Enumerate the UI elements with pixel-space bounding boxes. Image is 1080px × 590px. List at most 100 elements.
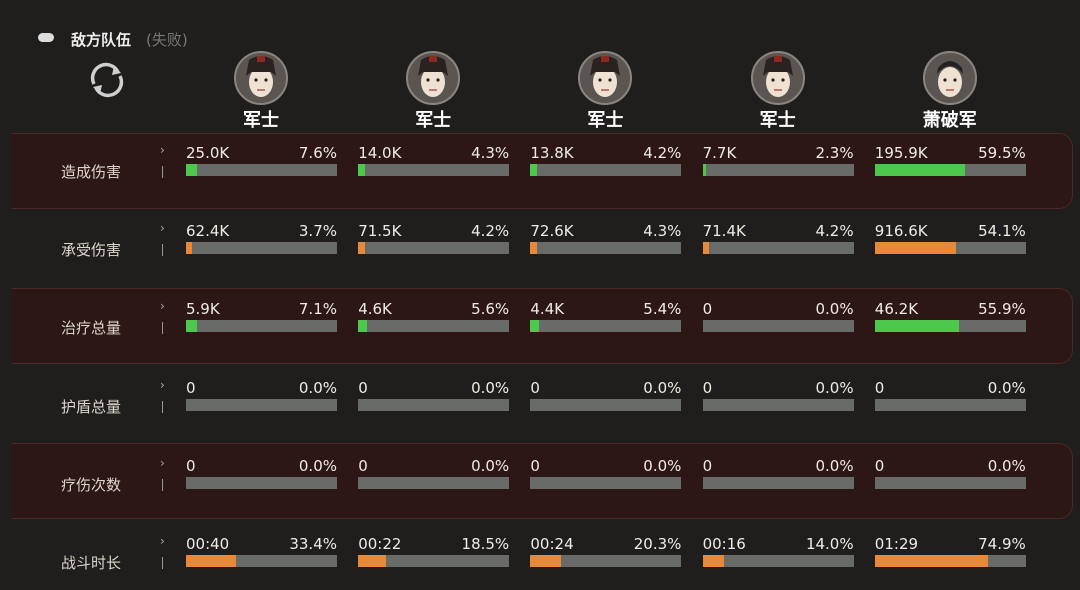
cell-value: 916.6K (874, 222, 928, 241)
bar-track (186, 164, 337, 176)
bar-fill (358, 164, 365, 176)
row-chevron: › (160, 299, 165, 314)
column-name: 军士 (415, 110, 452, 131)
row-label: 承受伤害 (61, 241, 122, 260)
bar-track (186, 476, 337, 489)
bar-fill (874, 164, 965, 176)
cell-value: 01:29 (874, 535, 919, 553)
cell-percent: 0.0% (643, 378, 682, 397)
bar-track (530, 555, 682, 567)
bar-track (358, 555, 510, 567)
bar-track (530, 164, 682, 176)
cell-percent: 4.2% (815, 222, 854, 241)
cell-percent: 0.0% (987, 378, 1026, 397)
row-divider (162, 244, 163, 257)
cell-percent: 14.0% (805, 535, 854, 553)
row-label: 治疗总量 (61, 319, 122, 338)
toggle-icon[interactable] (38, 33, 54, 42)
bar-track (186, 398, 337, 411)
bar-fill (358, 320, 367, 333)
header-status: (失败) (146, 31, 188, 49)
row-divider (162, 400, 163, 413)
cell-percent: 0.0% (815, 378, 854, 397)
bar-fill (358, 242, 365, 255)
column-name: 军士 (759, 110, 796, 131)
cell-value: 00:22 (358, 535, 402, 553)
cell-value: 0 (874, 456, 885, 475)
bar-fill (186, 320, 197, 333)
bar-fill (874, 320, 960, 333)
bar-fill (186, 242, 192, 255)
cell-value: 4.6K (358, 300, 392, 319)
cell-percent: 5.4% (643, 300, 682, 319)
cell-value: 62.4K (186, 222, 230, 241)
bar-fill (702, 164, 707, 176)
cell-value: 0 (186, 456, 196, 475)
cell-percent: 33.4% (289, 535, 337, 553)
bar-track (358, 164, 510, 176)
bar-fill (874, 555, 988, 567)
cell-percent: 5.6% (471, 300, 510, 319)
bar-track (874, 320, 1026, 333)
cell-percent: 0.0% (815, 300, 854, 319)
row-divider (162, 557, 163, 569)
bar-fill (530, 242, 537, 255)
avatar[interactable] (233, 50, 289, 106)
cell-percent: 59.5% (978, 144, 1026, 162)
cell-value: 0 (702, 300, 713, 319)
bar-fill (874, 242, 957, 255)
cell-percent: 0.0% (815, 456, 854, 475)
row-divider (162, 478, 163, 491)
cell-percent: 0.0% (298, 456, 337, 475)
row-chevron: › (160, 143, 165, 157)
cell-value: 14.0K (358, 144, 402, 162)
cell-percent: 0.0% (471, 456, 510, 475)
cell-value: 72.6K (530, 222, 574, 241)
column-name: 萧破军 (922, 110, 977, 131)
cell-value: 25.0K (186, 144, 230, 162)
avatar[interactable] (577, 50, 633, 106)
cell-value: 0 (358, 456, 368, 475)
bar-fill (702, 242, 709, 255)
bar-track (874, 555, 1026, 567)
cell-value: 00:40 (186, 535, 230, 553)
bar-fill (186, 555, 237, 567)
cell-percent: 4.3% (643, 222, 682, 241)
cell-value: 7.7K (702, 144, 737, 162)
bar-track (186, 555, 337, 567)
row-label: 疗伤次数 (61, 475, 122, 494)
row-divider (162, 322, 163, 335)
cell-value: 0 (358, 378, 368, 397)
row-chevron: › (160, 377, 165, 392)
avatar[interactable] (750, 50, 806, 106)
cell-percent: 4.2% (471, 222, 510, 241)
bar-track (874, 398, 1026, 411)
cell-percent: 4.2% (643, 144, 682, 162)
refresh-icon[interactable] (88, 62, 126, 98)
cell-value: 00:16 (702, 535, 746, 553)
cell-value: 0 (530, 456, 540, 475)
row-divider (162, 166, 163, 178)
row-label: 护盾总量 (61, 397, 122, 416)
avatar[interactable] (922, 50, 978, 106)
cell-value: 13.8K (530, 144, 574, 162)
bar-track (702, 320, 854, 333)
bar-track (530, 398, 682, 411)
cell-value: 46.2K (874, 300, 919, 319)
bar-track (702, 555, 854, 567)
cell-value: 0 (186, 378, 196, 397)
bar-track (702, 164, 854, 176)
bar-fill (530, 555, 562, 567)
cell-percent: 2.3% (815, 144, 854, 162)
cell-value: 195.9K (874, 144, 928, 162)
cell-percent: 0.0% (471, 378, 510, 397)
cell-value: 5.9K (186, 300, 220, 319)
avatar[interactable] (405, 50, 461, 106)
bar-track (702, 242, 854, 255)
bar-fill (358, 555, 387, 567)
bar-track (186, 242, 337, 255)
header-title: 敌方队伍 (71, 31, 132, 49)
cell-value: 4.4K (530, 300, 565, 319)
cell-percent: 55.9% (978, 300, 1026, 319)
